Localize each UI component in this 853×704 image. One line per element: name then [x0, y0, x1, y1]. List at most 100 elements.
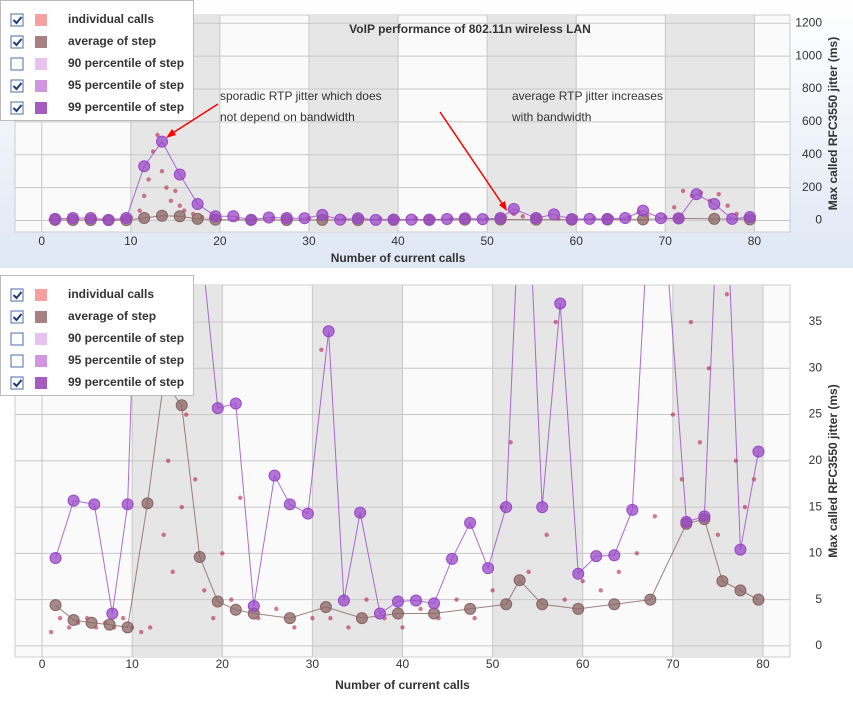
step-marker	[507, 202, 520, 215]
legend-swatch	[35, 36, 47, 48]
step-marker	[334, 213, 347, 226]
annotation: average RTP jitter increases	[512, 89, 663, 103]
x-tick-label: 40	[396, 657, 410, 671]
series-line	[55, 285, 759, 615]
step-marker	[67, 613, 80, 626]
legend-checkmark	[12, 16, 23, 25]
plot-layer	[48, 132, 756, 227]
call-point	[211, 615, 216, 621]
step-marker	[752, 445, 765, 458]
legend-checkbox[interactable]	[10, 376, 24, 390]
step-marker	[708, 212, 721, 225]
step-marker	[530, 212, 543, 225]
step-marker	[49, 212, 62, 225]
call-point	[328, 615, 333, 621]
legend-checkbox[interactable]	[10, 354, 24, 368]
step-marker	[734, 584, 747, 597]
legend-swatch	[35, 14, 47, 26]
step-marker	[138, 160, 151, 173]
call-point	[229, 597, 234, 602]
call-point	[310, 615, 315, 621]
call-point	[138, 629, 144, 635]
legend-checkmark	[12, 82, 23, 91]
y-tick-label: 25	[809, 407, 823, 421]
step-marker	[644, 593, 657, 606]
step-marker	[191, 212, 204, 225]
call-point	[164, 185, 169, 190]
call-point	[688, 319, 694, 325]
step-marker	[84, 212, 97, 225]
x-tick-label: 70	[666, 657, 680, 671]
step-marker	[227, 210, 240, 223]
step-marker	[663, 270, 674, 281]
legend-checkbox[interactable]	[10, 332, 24, 346]
annotation: sporadic RTP jitter which does	[220, 89, 382, 103]
step-marker	[355, 612, 368, 625]
legend-swatch	[35, 377, 47, 389]
step-marker	[229, 603, 242, 616]
x-tick-label: 10	[125, 657, 139, 671]
legend-checkbox[interactable]	[10, 35, 24, 49]
y-tick-label: 15	[809, 499, 823, 513]
legend-swatch	[35, 311, 47, 323]
legend-swatch	[35, 80, 47, 92]
step-marker	[734, 543, 747, 556]
step-marker	[369, 213, 382, 226]
call-point	[202, 588, 207, 593]
step-marker	[175, 399, 188, 412]
step-marker	[743, 211, 756, 224]
call-point	[652, 514, 658, 519]
step-marker	[106, 607, 119, 620]
step-marker	[155, 135, 168, 148]
y-tick-label: 30	[809, 360, 823, 374]
y-tick-label: 35	[809, 314, 823, 328]
legend-checkbox[interactable]	[10, 101, 24, 115]
step-marker	[245, 213, 258, 226]
step-marker	[173, 168, 186, 181]
step-marker	[423, 213, 436, 226]
call-point	[697, 440, 703, 445]
step-marker	[155, 209, 168, 222]
call-point	[146, 177, 151, 182]
step-marker	[85, 616, 98, 629]
legend-checkbox[interactable]	[10, 79, 24, 93]
step-marker	[428, 597, 441, 610]
legend-checkbox[interactable]	[10, 13, 24, 27]
legend-checkmark	[12, 313, 23, 322]
legend-checkmark	[12, 379, 23, 388]
call-point	[170, 569, 175, 575]
step-marker	[536, 501, 549, 514]
legend-swatch	[35, 333, 47, 345]
x-tick-label: 20	[213, 234, 227, 248]
step-marker	[229, 397, 242, 410]
step-marker	[103, 618, 116, 631]
step-marker	[476, 213, 489, 226]
legend-label: 99 percentile of step	[68, 375, 184, 389]
call-point	[364, 597, 369, 602]
legend-checkbox[interactable]	[10, 57, 24, 71]
step-marker	[391, 607, 404, 620]
step-marker	[373, 607, 386, 620]
step-marker	[554, 297, 567, 310]
call-point	[544, 532, 549, 538]
legend-checkbox[interactable]	[10, 288, 24, 302]
shaded-band	[487, 15, 577, 232]
call-point	[472, 615, 477, 621]
call-point	[120, 615, 126, 621]
y-tick-label: 0	[815, 638, 822, 652]
legend-checkbox[interactable]	[10, 310, 24, 324]
y-tick-label: 800	[802, 81, 822, 95]
step-marker	[141, 497, 154, 510]
y-axis-label: Max called RFC3550 jitter (ms)	[826, 37, 840, 210]
step-marker	[316, 208, 329, 221]
call-point	[177, 203, 182, 208]
legend-label: 99 percentile of step	[68, 100, 184, 114]
step-marker	[572, 602, 585, 615]
legend-checkmark	[12, 104, 23, 113]
x-tick-label: 30	[302, 234, 316, 248]
step-marker	[752, 593, 765, 606]
step-marker	[301, 507, 314, 520]
step-marker	[565, 213, 578, 226]
step-marker	[405, 213, 418, 226]
call-point	[238, 495, 243, 501]
